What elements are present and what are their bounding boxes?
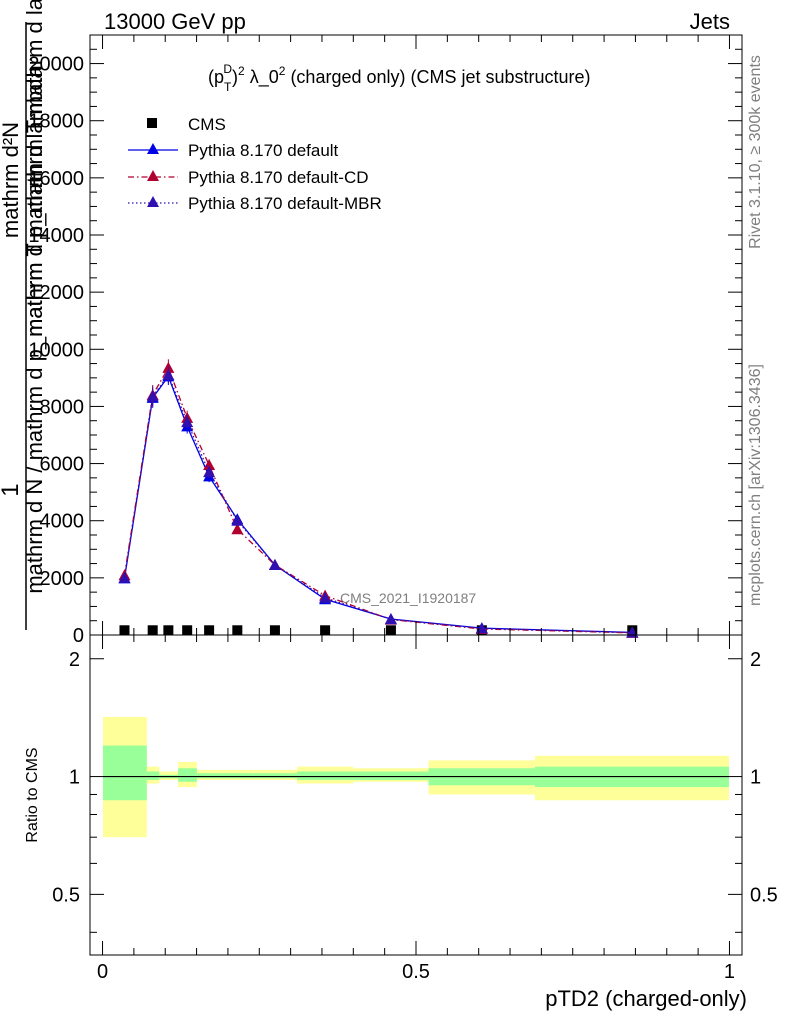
x-tick-label: 0.5 — [402, 961, 430, 983]
ratio-axis-ticks: 0.5 0.5 1 1 2 2 — [52, 649, 778, 933]
data-point-cms — [232, 625, 243, 636]
x-axis: 0 0.5 1 — [97, 35, 735, 983]
ratio-band-inner — [178, 768, 197, 782]
ratio-y-tick-label-left: 0.5 — [52, 884, 80, 906]
header-right: Jets — [690, 9, 730, 34]
legend-label-mbr: Pythia 8.170 default-MBR — [188, 194, 382, 213]
y-axis-title-denominator: mathrm d N / mathrm d p_mathrm T mathrm … — [22, 66, 47, 594]
data-point-triangle — [319, 591, 332, 603]
ratio-band-inner — [297, 771, 354, 780]
y-axis-title-main: 1 mathrm d²N mathrm d N / mathrm d p_mat… — [0, 0, 47, 630]
y-tick-label-main: 16000 — [28, 168, 84, 190]
ratio-y-tick-label-right: 1 — [750, 767, 761, 789]
data-point-triangle — [231, 514, 244, 526]
y-tick-label-main: 4000 — [40, 511, 85, 533]
y-axis-title-overlay: mathrm d p_mathrm T mathrm d lambda — [22, 0, 47, 337]
data-point-triangle — [181, 416, 194, 428]
ratio-y-tick-label-left: 1 — [69, 767, 80, 789]
legend-marker-cd — [147, 170, 159, 181]
data-point-cms — [163, 625, 174, 636]
mcplots-label: mcplots.cern.ch [arXiv:1306.3436] — [747, 364, 764, 606]
ratio-y-axis-title: Ratio to CMS — [24, 747, 41, 842]
ratio-band-inner — [353, 771, 429, 780]
data-point-triangle — [203, 459, 216, 470]
y-axis-title-numerator: mathrm d²N — [0, 122, 23, 238]
rivet-version-label: Rivet 3.1.10, ≥ 300k events — [747, 55, 764, 249]
ratio-band-inner — [103, 745, 147, 801]
y-tick-label-main: 18000 — [28, 111, 84, 133]
y-tick-label-main: 2000 — [40, 568, 85, 590]
series-line-3 — [123, 373, 633, 634]
x-tick-label: 0 — [97, 961, 108, 983]
legend-marker-mbr — [147, 196, 159, 207]
y-tick-label-main: 6000 — [40, 454, 85, 476]
ratio-band-inner — [146, 771, 160, 780]
main-axis-ticks: 0 2000 4000 6000 8000 10000 12000 14000 16000 180… — [28, 48, 742, 647]
legend-marker-cms — [147, 118, 157, 128]
data-point-cms — [204, 625, 215, 636]
main-plot-title: (pTD)2 λ_02 (charged only) (CMS jet subs… — [208, 62, 591, 94]
ratio-bands — [103, 716, 729, 838]
data-point-triangle — [146, 390, 159, 402]
legend-label-cd: Pythia 8.170 default-CD — [188, 168, 369, 187]
data-point-triangle — [384, 613, 397, 625]
data-point-cms — [269, 625, 280, 636]
data-point-cms — [119, 625, 130, 636]
y-tick-label-main: 20000 — [28, 54, 84, 76]
ratio-band-inner — [253, 773, 298, 779]
y-tick-label-main: 0 — [73, 625, 84, 647]
legend: CMS Pythia 8.170 default Pythia 8.170 de… — [128, 115, 382, 213]
x-tick-label: 1 — [724, 961, 735, 983]
y-tick-label-main: 12000 — [28, 282, 84, 304]
data-point-triangle — [268, 559, 281, 570]
ratio-y-tick-label-left: 2 — [69, 649, 80, 671]
x-axis-title: pTD2 (charged-only) — [545, 986, 747, 1011]
series-line-2 — [123, 366, 633, 634]
ratio-y-tick-label-right: 2 — [750, 649, 761, 671]
data-point-cms — [385, 625, 396, 636]
ratio-band-inner — [221, 773, 254, 779]
data-point-triangle — [203, 466, 216, 478]
legend-marker-default — [147, 143, 159, 154]
ratio-y-tick-label-right: 0.5 — [750, 884, 778, 906]
y-tick-label-main: 14000 — [28, 225, 84, 247]
y-tick-label-main: 10000 — [28, 339, 84, 361]
data-point-triangle — [118, 571, 131, 583]
data-point-cms — [320, 625, 331, 636]
data-point-cms — [147, 625, 158, 636]
data-point-triangle — [231, 523, 244, 535]
legend-label-default: Pythia 8.170 default — [188, 141, 339, 160]
legend-label-cms: CMS — [188, 115, 226, 134]
data-point-triangle — [162, 369, 175, 380]
ratio-band-inner — [196, 773, 222, 779]
data-point-cms — [182, 625, 193, 636]
analysis-watermark: CMS_2021_I1920187 — [340, 590, 476, 606]
y-axis-title-one: 1 — [0, 483, 24, 496]
y-tick-label-main: 8000 — [40, 396, 85, 418]
header-left: 13000 GeV pp — [104, 9, 246, 34]
